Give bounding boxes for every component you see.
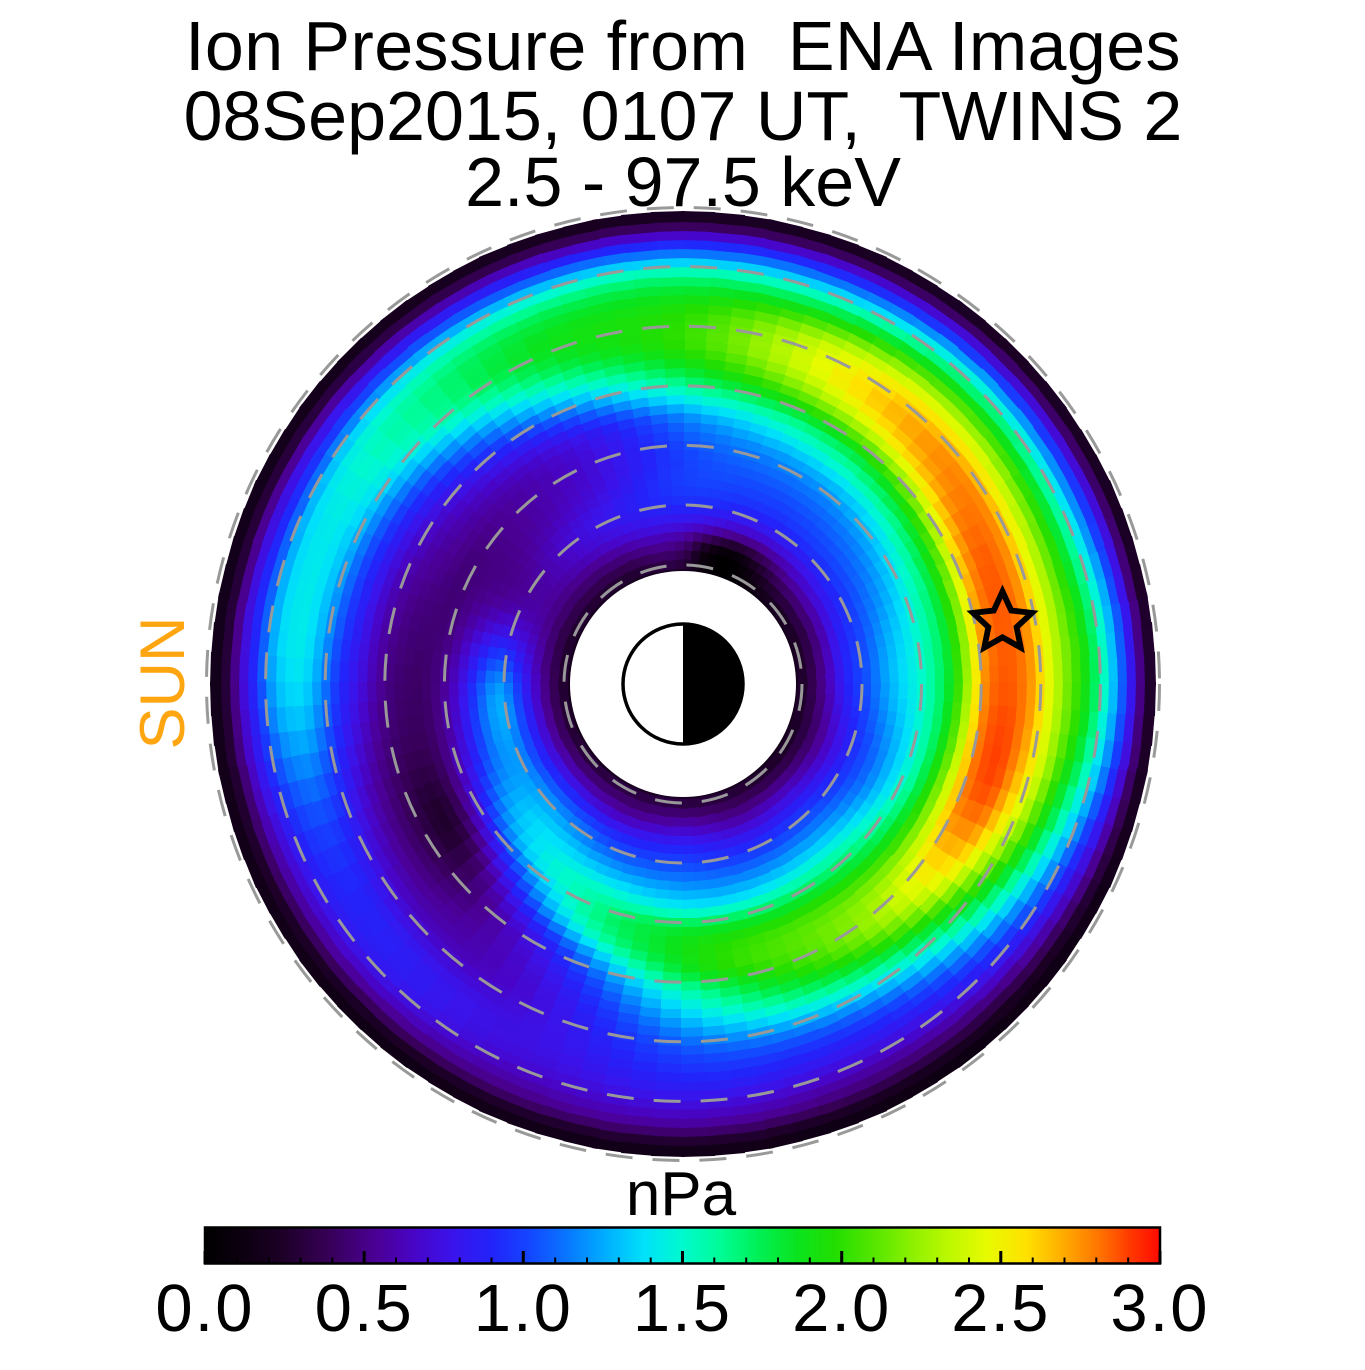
svg-text:2.5: 2.5	[951, 1271, 1050, 1346]
svg-text:nPa: nPa	[626, 1160, 737, 1229]
svg-text:Ion Pressure from ENA Images: Ion Pressure from ENA Images	[185, 7, 1181, 85]
svg-text:2.0: 2.0	[792, 1271, 891, 1346]
svg-text:2.5 - 97.5 keV: 2.5 - 97.5 keV	[465, 143, 901, 221]
svg-text:3.0: 3.0	[1110, 1271, 1209, 1346]
svg-text:1.5: 1.5	[633, 1271, 732, 1346]
svg-text:1.0: 1.0	[474, 1271, 573, 1346]
svg-text:0.0: 0.0	[155, 1271, 254, 1346]
svg-text:0.5: 0.5	[315, 1271, 414, 1346]
svg-text:08Sep2015, 0107 UT, TWINS 2: 08Sep2015, 0107 UT, TWINS 2	[184, 77, 1183, 155]
svg-text:SUN: SUN	[128, 616, 198, 749]
